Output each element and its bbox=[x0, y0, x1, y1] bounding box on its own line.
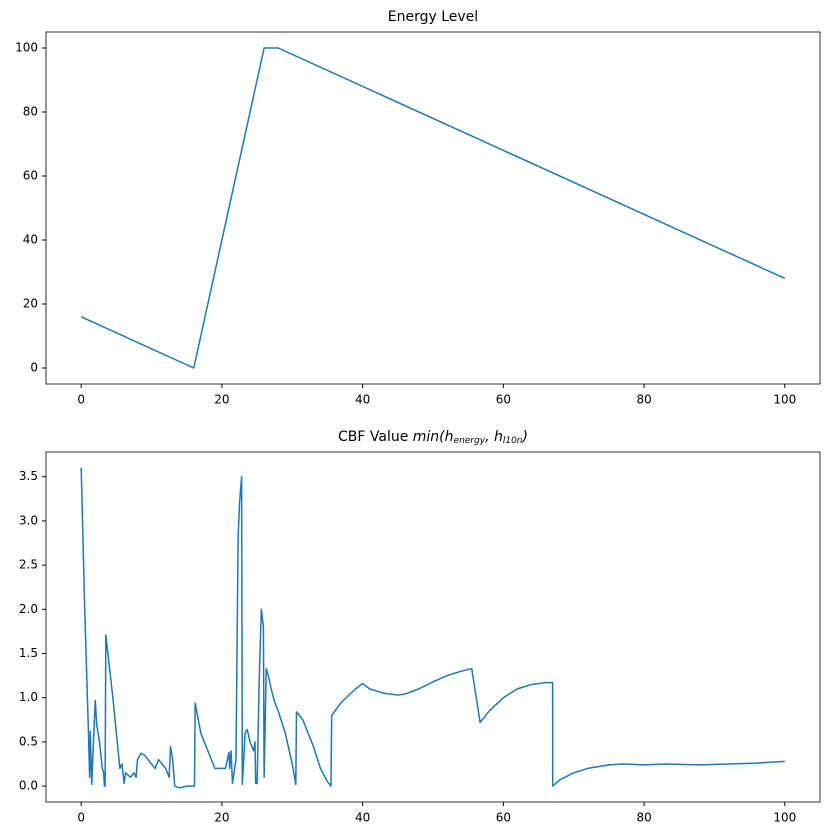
chart-title: Energy Level bbox=[388, 9, 478, 25]
y-tick-label: 20 bbox=[23, 297, 38, 311]
y-tick-label: 0 bbox=[30, 361, 38, 375]
x-tick-label: 60 bbox=[496, 811, 511, 825]
y-tick-label: 3.5 bbox=[19, 469, 38, 483]
title-text: Energy Level bbox=[388, 9, 478, 25]
x-tick-label: 0 bbox=[77, 811, 85, 825]
y-tick-label: 3.0 bbox=[19, 513, 38, 527]
x-tick-label: 0 bbox=[77, 393, 85, 407]
y-tick-label: 0.0 bbox=[19, 779, 38, 793]
title-subscript: energy bbox=[454, 436, 486, 446]
y-tick-label: 0.5 bbox=[19, 734, 38, 748]
x-tick-label: 100 bbox=[773, 811, 796, 825]
x-tick-label: 40 bbox=[355, 393, 370, 407]
chart-title: CBF Value min(henergy, hl10n) bbox=[338, 429, 528, 446]
x-tick-label: 60 bbox=[496, 393, 511, 407]
y-tick-label: 80 bbox=[23, 105, 38, 119]
y-tick-label: 1.0 bbox=[19, 690, 38, 704]
subplot: Energy Level 0 20 40 60 80 100 0 20 40 60 80 100 bbox=[15, 9, 821, 407]
title-math: ) bbox=[522, 429, 528, 445]
data-line bbox=[80, 467, 785, 789]
x-tick-label: 40 bbox=[355, 811, 370, 825]
title-text: CBF Value bbox=[338, 429, 413, 445]
x-tick-label: 100 bbox=[773, 393, 796, 407]
y-tick-label: 2.5 bbox=[19, 558, 38, 572]
x-tick-label: 20 bbox=[214, 811, 229, 825]
x-tick-label: 80 bbox=[636, 393, 651, 407]
y-tick-label: 40 bbox=[23, 233, 38, 247]
data-line bbox=[80, 47, 786, 369]
title-subscript: l10n bbox=[503, 436, 523, 446]
axes-frame bbox=[45, 31, 821, 385]
y-tick-label: 60 bbox=[23, 169, 38, 183]
x-tick-label: 80 bbox=[636, 811, 651, 825]
axes-frame bbox=[45, 451, 821, 803]
subplot: CBF Value min(henergy, hl10n) 0 20 40 60 80 10… bbox=[19, 429, 821, 825]
y-tick-label: 2.0 bbox=[19, 602, 38, 616]
title-math: , h bbox=[485, 429, 503, 445]
y-tick-label: 1.5 bbox=[19, 646, 38, 660]
y-tick-label: 100 bbox=[15, 41, 38, 55]
x-tick-label: 20 bbox=[214, 393, 229, 407]
title-math: min(h bbox=[413, 429, 454, 445]
